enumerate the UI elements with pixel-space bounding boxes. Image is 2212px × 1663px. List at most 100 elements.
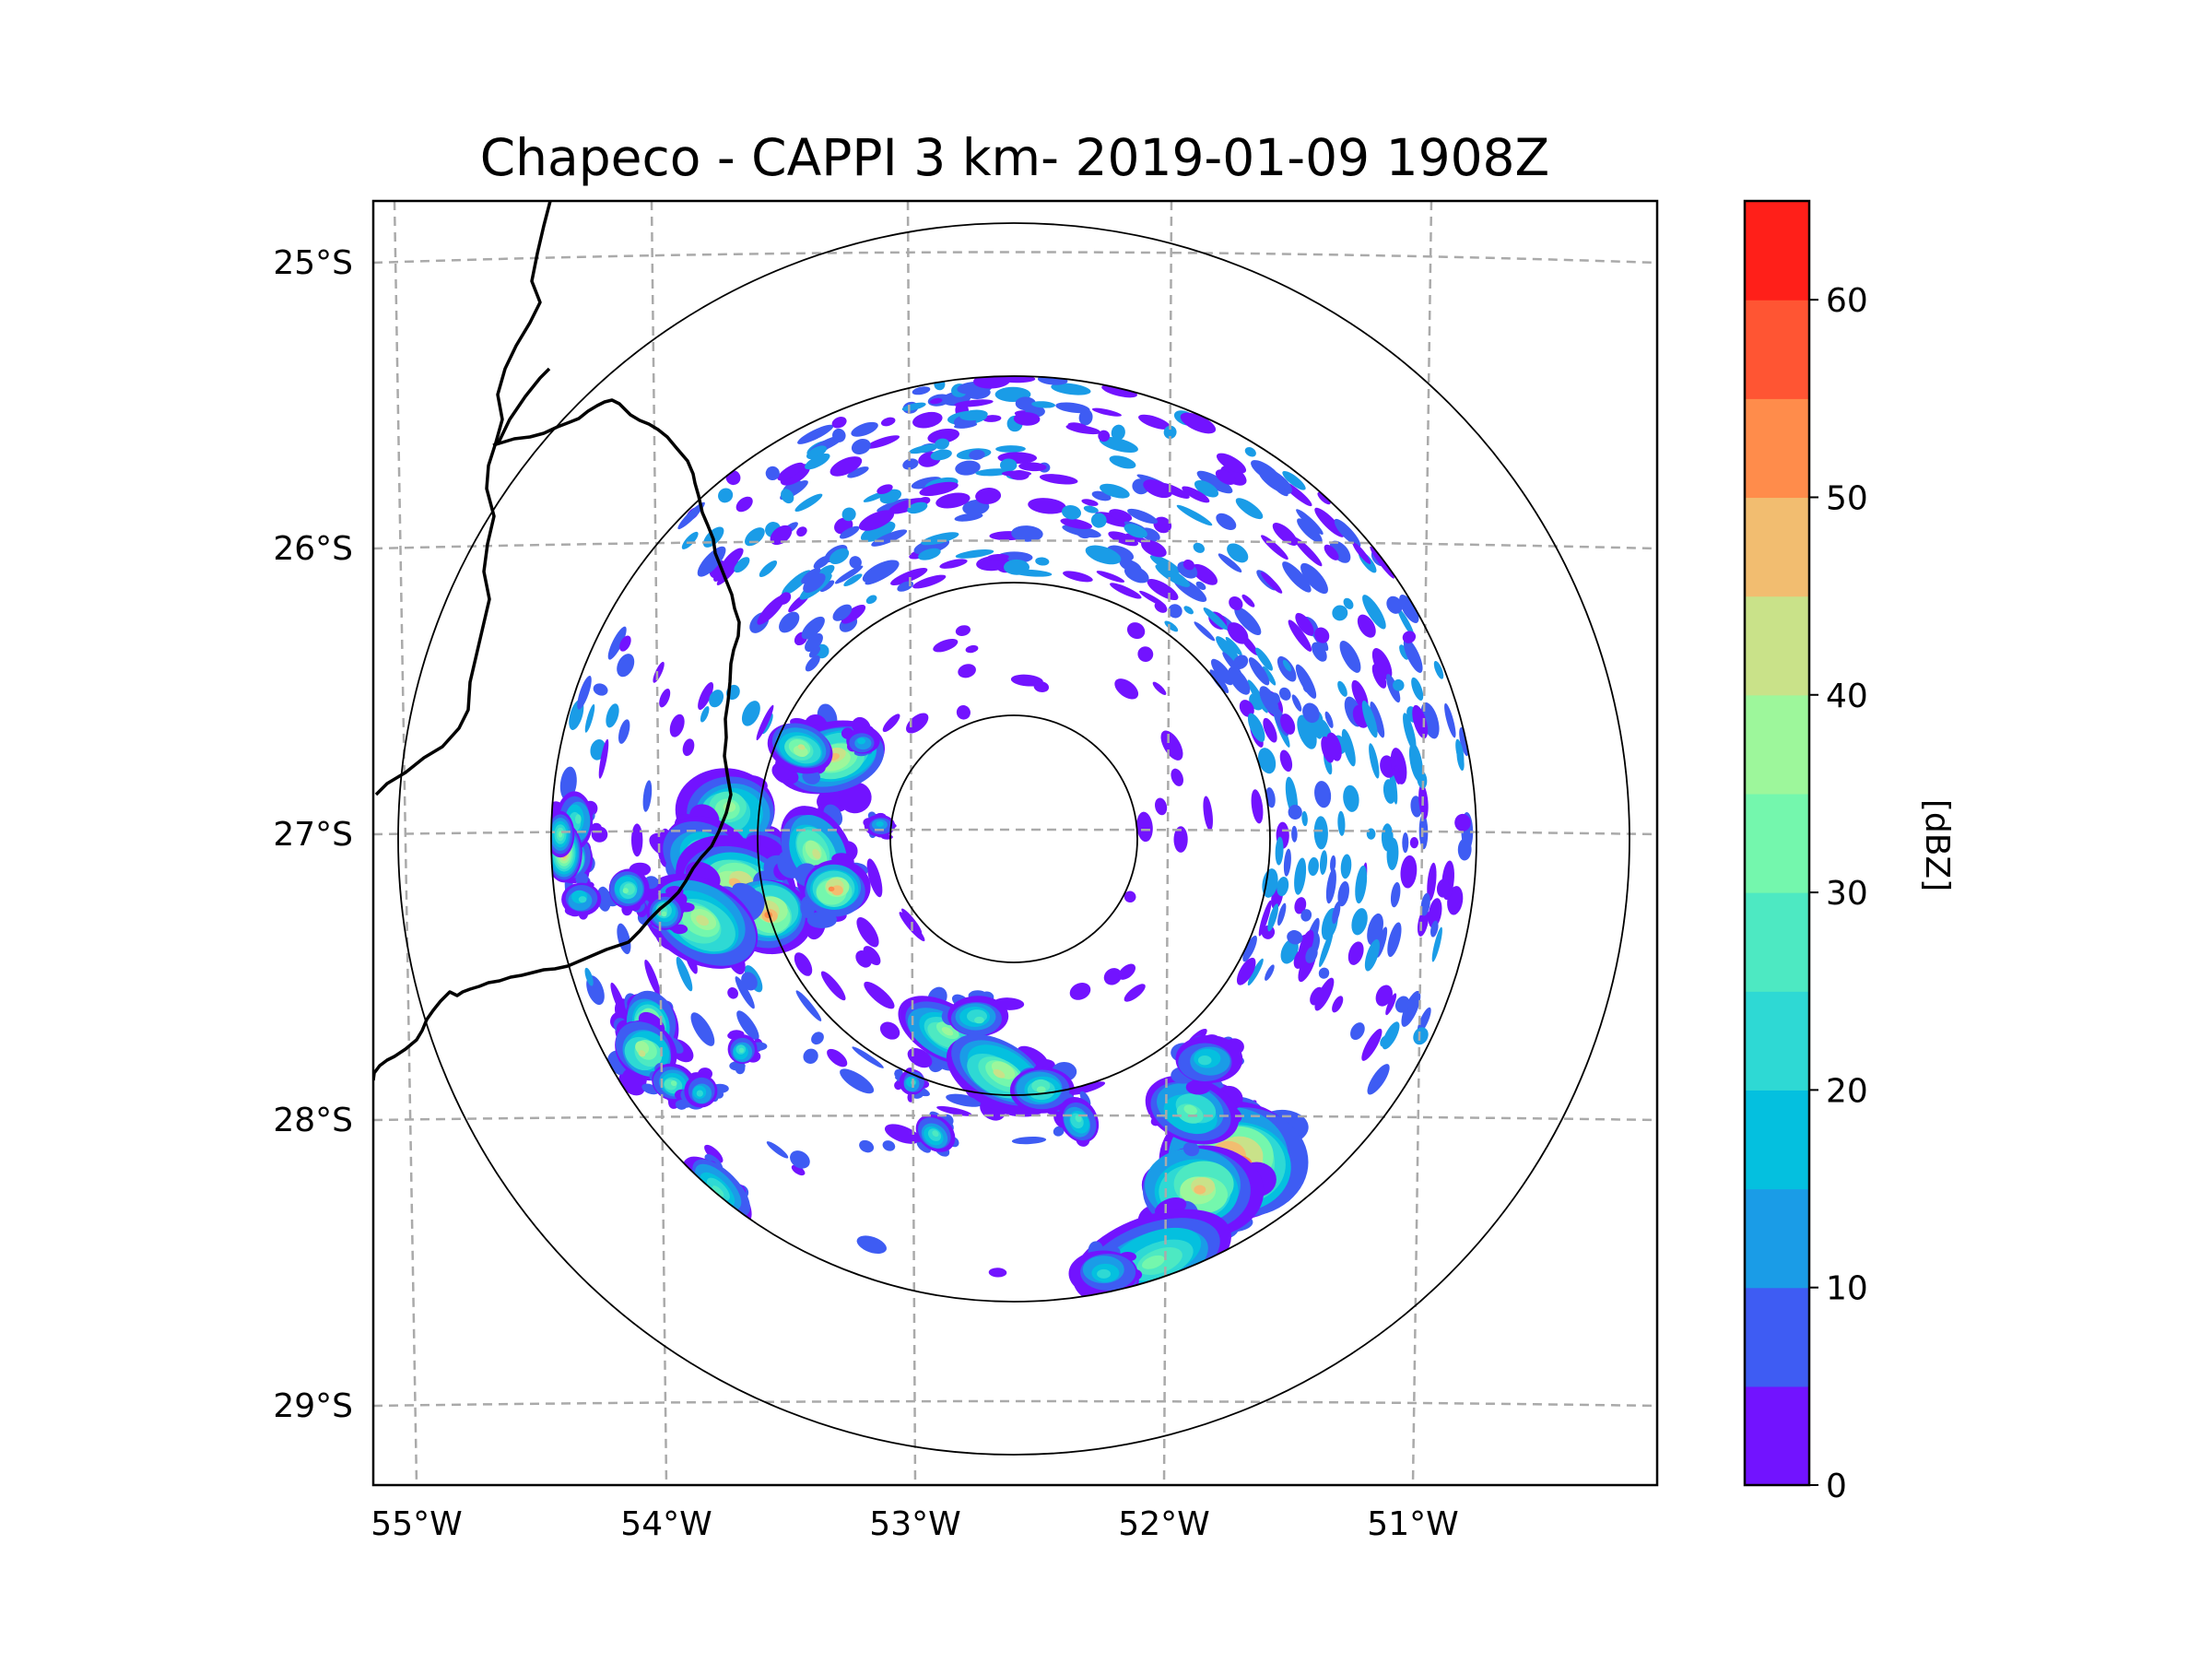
echo-speckle xyxy=(955,460,981,476)
echo-speckle xyxy=(1124,890,1136,903)
echo-speckle xyxy=(820,971,846,1001)
echo-speckle xyxy=(1430,920,1439,938)
echo-speckle xyxy=(606,703,619,728)
echo-speckle xyxy=(1314,627,1330,643)
echo-speckle xyxy=(1375,985,1393,1007)
echo-speckle xyxy=(1137,646,1154,662)
border-argentina-brazil xyxy=(373,398,741,1081)
echo-speckle xyxy=(863,491,888,502)
echo-speckle xyxy=(1364,938,1380,972)
colorbar: 0 10 20 30 40 50 60 xyxy=(1743,199,1868,1505)
echo-speckle xyxy=(1400,855,1418,889)
echo-speckle xyxy=(1310,986,1324,1006)
echo-speckle xyxy=(1300,909,1312,922)
map-frame xyxy=(371,199,1659,1487)
echo-speckle xyxy=(682,738,695,757)
lon-tick-label: 52°W xyxy=(1118,1505,1209,1543)
echo-speckle xyxy=(851,439,871,454)
echo-speckle xyxy=(697,546,726,577)
echo-speckle xyxy=(782,570,811,596)
echo-speckle xyxy=(1241,594,1255,607)
echo-cell xyxy=(941,1026,954,1036)
echo-cell xyxy=(797,744,806,750)
echo-speckle xyxy=(1409,837,1419,849)
echo-speckle xyxy=(859,1139,875,1153)
range-rings xyxy=(397,222,1630,1456)
gridline-lon-55 xyxy=(393,201,418,1485)
echo-speckle xyxy=(901,908,923,934)
echo-speckle xyxy=(863,946,881,966)
lat-tick-label: 29°S xyxy=(273,1387,353,1425)
echo-speckle xyxy=(1361,1028,1382,1061)
echo-cell xyxy=(661,911,667,917)
echo-speckle xyxy=(832,428,846,442)
echo-speckle xyxy=(1081,499,1099,506)
echo-speckle xyxy=(969,449,985,460)
echo-speckle xyxy=(1077,528,1091,539)
echo-speckle xyxy=(841,507,856,522)
echo-speckle xyxy=(1370,546,1394,579)
echo-speckle xyxy=(1090,513,1107,528)
lon-tick-label: 54°W xyxy=(620,1505,712,1543)
echo-speckle xyxy=(1236,957,1256,985)
echo-speckle xyxy=(1402,631,1417,643)
echo-speckle xyxy=(617,654,635,678)
echo-speckle xyxy=(1011,1136,1047,1145)
echo-speckle xyxy=(805,655,820,672)
echo-speckle xyxy=(1215,469,1236,485)
echo-speckle xyxy=(1035,557,1050,566)
echo-speckle xyxy=(1063,571,1093,583)
range-ring-2 xyxy=(757,582,1271,1096)
echo-speckle xyxy=(1203,796,1213,832)
echo-speckle xyxy=(698,681,714,711)
gridline-lat-26 xyxy=(373,539,1657,550)
echo-speckle xyxy=(1283,848,1291,877)
echo-speckle xyxy=(1153,516,1172,534)
echo-speckle xyxy=(1355,865,1368,904)
echo-speckle xyxy=(1247,679,1268,714)
echo-speckle xyxy=(851,421,878,437)
echo-speckle xyxy=(1413,1027,1429,1045)
echo-speckle xyxy=(770,525,793,546)
echo-speckle xyxy=(1385,993,1397,1016)
echo-speckle xyxy=(1111,424,1125,441)
echo-speckle xyxy=(806,445,827,460)
echo-speckle xyxy=(1242,935,1257,962)
echo-speckle xyxy=(797,424,834,444)
echo-cell xyxy=(671,924,688,935)
echo-cell xyxy=(1183,1104,1197,1115)
echo-speckle xyxy=(832,604,853,621)
echo-speckle xyxy=(1403,638,1423,673)
echo-cell xyxy=(932,1130,939,1138)
echo-speckle xyxy=(1069,982,1091,1000)
echo-speckle xyxy=(1401,990,1421,1027)
echo-speckle xyxy=(1247,958,1264,986)
echo-speckle xyxy=(1371,664,1387,689)
echo-speckle xyxy=(1399,644,1409,660)
echo-speckle xyxy=(1141,539,1167,558)
echo-speckle xyxy=(936,1105,972,1116)
echo-speckle xyxy=(805,632,823,653)
echo-speckle xyxy=(1408,742,1424,783)
echo-speckle xyxy=(1326,732,1342,761)
echo-speckle xyxy=(1459,726,1469,757)
echo-speckle xyxy=(1277,877,1289,897)
lon-tick-label: 55°W xyxy=(371,1505,462,1543)
echo-speckle xyxy=(1339,640,1361,673)
colorbar-segment xyxy=(1745,398,1809,499)
echo-speckle xyxy=(1031,401,1056,408)
echo-speckle xyxy=(847,466,869,478)
echo-cell xyxy=(622,888,629,894)
echo-cell xyxy=(574,814,582,824)
echo-speckle xyxy=(1182,486,1210,503)
echo-speckle xyxy=(1386,837,1399,870)
echo-speckle xyxy=(1247,713,1265,742)
echo-speckle xyxy=(959,409,988,421)
colorbar-segment xyxy=(1745,300,1809,399)
echo-speckle xyxy=(1352,542,1371,564)
echo-speckle xyxy=(1317,491,1331,505)
echo-cell xyxy=(993,1068,1006,1079)
echo-speckle xyxy=(871,529,908,547)
echo-speckle xyxy=(882,1140,896,1151)
echo-speckle xyxy=(1222,652,1242,677)
